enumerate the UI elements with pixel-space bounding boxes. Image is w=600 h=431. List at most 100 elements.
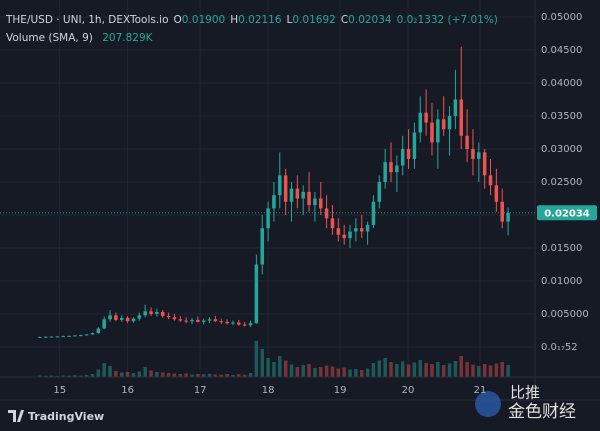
candle-body (295, 188, 300, 199)
volume-bar (79, 375, 83, 377)
volume-bar (237, 374, 241, 377)
volume-bar (119, 372, 124, 377)
volume-bar (231, 375, 235, 377)
candle-body (342, 234, 346, 239)
brand: TradingView (8, 410, 104, 423)
volume-bar (160, 372, 165, 377)
volume-legend: Volume (SMA, 9) 207.829K (6, 32, 154, 44)
legend-key: C (341, 14, 348, 26)
volume-bar (289, 364, 294, 377)
volume-bar (494, 363, 499, 377)
candle-body (190, 319, 194, 322)
volume-bar (242, 374, 247, 377)
y-tick-label: 0.04000 (541, 78, 582, 89)
volume-bar (500, 362, 504, 377)
volume-bar (55, 375, 60, 377)
legend-change: 0.0₂1332 (+7.01%) (397, 14, 498, 26)
candle-body (213, 319, 218, 322)
candle-body (359, 228, 364, 232)
candle-body (166, 315, 171, 318)
candle-body (406, 149, 411, 159)
brand-logo (8, 410, 24, 422)
volume-bar (137, 371, 142, 377)
candle-body (482, 152, 487, 176)
volume-bar (307, 364, 311, 377)
volume-bar (213, 374, 218, 377)
volume-bar (102, 363, 106, 377)
legend-key: O (174, 14, 182, 26)
candle-body (283, 175, 288, 202)
candle-body (400, 149, 405, 166)
volume-bar (348, 369, 352, 377)
candle-body (500, 201, 504, 222)
candle-body (160, 312, 165, 316)
candle-body (254, 264, 259, 324)
candle-body (465, 135, 469, 150)
volume-bar (201, 374, 206, 377)
volume-bar (453, 361, 458, 377)
volume-bar (336, 368, 341, 377)
candle-body (260, 228, 264, 265)
candle-body (412, 132, 417, 159)
volume-bar (184, 373, 188, 377)
volume-bar (418, 360, 423, 377)
volume-bar (342, 367, 346, 377)
volume-bar (254, 341, 259, 377)
candle-body (90, 333, 95, 335)
legend: THE/USD · UNI, 1h, DEXTools.io O0.01900 H0… (5, 14, 498, 26)
candle-body (436, 119, 440, 143)
volume-bar (108, 366, 112, 377)
volume-bar (424, 363, 428, 377)
volume-bar (49, 375, 54, 377)
volume-bar (506, 365, 510, 377)
candle-body (96, 328, 101, 334)
volume-bar (354, 369, 358, 377)
volume-bar (61, 375, 65, 377)
candle-body (430, 122, 434, 143)
volume-bar (459, 356, 464, 377)
candle-body (201, 320, 206, 322)
candle-body (477, 152, 481, 159)
volume-bar (219, 374, 224, 377)
y-tick-label: 0.05000 (541, 12, 582, 23)
candle-body (43, 336, 48, 338)
candle-body (354, 228, 358, 232)
y-tick-label: 0.03000 (541, 144, 582, 155)
volume-bar (365, 368, 370, 377)
volume-bar (196, 374, 200, 377)
last-price-box (537, 205, 597, 221)
volume-name: Volume (SMA, 9) (6, 32, 93, 44)
volume-bar (359, 370, 364, 377)
legend-value: 0.01900 (182, 14, 225, 26)
volume-bar (430, 364, 434, 377)
legend-key: H (230, 14, 238, 26)
volume-bar (330, 366, 335, 377)
volume-bar (477, 366, 481, 377)
candle-body (131, 318, 136, 322)
volume-bar (125, 372, 130, 377)
volume-bar (488, 365, 493, 377)
volume-bar (389, 362, 393, 377)
candle-body (242, 324, 247, 326)
candle-body (272, 195, 276, 209)
candle-body (114, 315, 118, 320)
candle-body (178, 319, 183, 321)
volume-bar (172, 373, 177, 377)
watermark-text: 比推 (510, 384, 540, 402)
volume-bar (436, 362, 440, 377)
volume-value: 207.829K (102, 32, 153, 44)
candle-body (219, 321, 224, 323)
volume-bar (149, 370, 153, 377)
volume-bar (190, 374, 194, 377)
candle-body (266, 208, 270, 229)
candle-body (155, 312, 159, 314)
candle-body (506, 212, 510, 222)
watermark-text: 金色财经 (508, 402, 576, 422)
candle-body (67, 335, 71, 337)
volume-bar (272, 362, 276, 377)
candle-body (184, 320, 188, 322)
volume-bar (482, 364, 487, 377)
legend-value: 0.02034 (348, 14, 392, 26)
legend-value: 0.02116 (238, 14, 282, 26)
candle-body (125, 317, 130, 322)
